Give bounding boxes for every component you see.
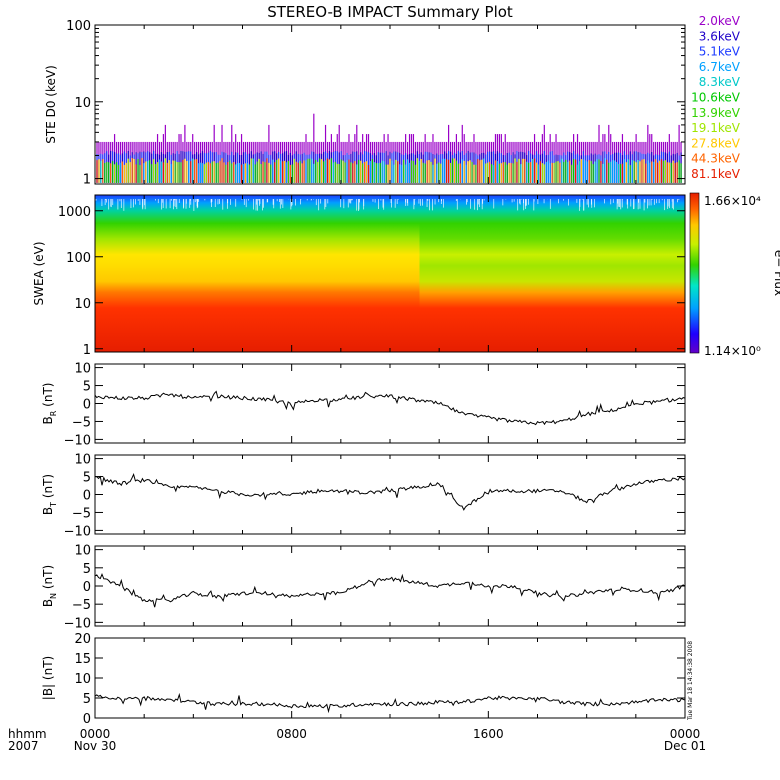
y-tick-label: 10 bbox=[74, 544, 91, 559]
legend-entry: 13.9keV bbox=[691, 106, 741, 120]
panel-frame bbox=[94, 637, 686, 719]
spectrogram-block bbox=[95, 195, 420, 352]
y-tick-label: 0 bbox=[83, 489, 91, 504]
y-tick-label: 5 bbox=[83, 562, 91, 577]
y-tick-label: 0 bbox=[83, 398, 91, 413]
time-tick-label: 1600 bbox=[473, 727, 504, 741]
colorbar-label: e− Flux bbox=[772, 250, 780, 296]
data-trace bbox=[94, 692, 686, 714]
data-trace bbox=[94, 473, 686, 511]
colorbar-gradient bbox=[689, 192, 700, 354]
legend-entry: 81.1keV bbox=[691, 167, 741, 181]
ste-panel: 1 10 100 STE D0 (keV) bbox=[44, 19, 686, 188]
panel-frame bbox=[94, 545, 686, 627]
y-tick-label: 10 bbox=[74, 453, 91, 468]
time-axis-left-label: hhmm bbox=[8, 727, 47, 741]
legend-entry: 27.8keV bbox=[691, 136, 741, 150]
chart-title: STEREO-B IMPACT Summary Plot bbox=[267, 3, 513, 21]
y-tick-label: 100 bbox=[66, 251, 91, 266]
data-trace bbox=[94, 572, 686, 608]
y-tick-label: 5 bbox=[83, 471, 91, 486]
y-tick-label: 5 bbox=[83, 380, 91, 395]
time-date-label: Nov 30 bbox=[74, 739, 117, 753]
br-panel: 10 5 0 −5 −10 BR (nT) bbox=[41, 362, 686, 448]
bn-panel: 10 5 0 −5 −10 BN (nT) bbox=[41, 544, 686, 631]
legend-entry: 44.3keV bbox=[691, 152, 741, 166]
y-tick-label: 10 bbox=[74, 297, 91, 312]
time-date-label: Dec 01 bbox=[664, 739, 706, 753]
y-tick-label: 0 bbox=[83, 580, 91, 595]
y-tick-label: 10 bbox=[74, 362, 91, 377]
time-tick-label: 0800 bbox=[276, 727, 307, 741]
y-tick-label: 10 bbox=[74, 672, 91, 687]
y-axis-label: STE D0 (keV) bbox=[44, 65, 58, 144]
legend-entry: 3.6keV bbox=[699, 29, 741, 43]
y-axis-label: BR (nT) bbox=[41, 383, 58, 425]
legend-entry: 6.7keV bbox=[699, 60, 741, 74]
y-tick-label: 0 bbox=[83, 712, 91, 727]
bt-panel: 10 5 0 −5 −10 BT (nT) bbox=[41, 453, 686, 539]
y-tick-label: 1 bbox=[83, 173, 91, 188]
data-trace bbox=[94, 390, 686, 426]
y-tick-label: −10 bbox=[64, 616, 91, 631]
y-axis-label: |B| (nT) bbox=[41, 656, 55, 700]
y-tick-label: −5 bbox=[72, 598, 91, 613]
y-axis-label: BN (nT) bbox=[41, 565, 58, 607]
y-axis-label: SWEA (eV) bbox=[32, 241, 46, 305]
time-axis-year-label: 2007 bbox=[8, 739, 39, 753]
y-tick-label: 100 bbox=[66, 19, 91, 34]
panel-frame bbox=[94, 363, 686, 444]
y-tick-label: 20 bbox=[74, 632, 91, 647]
legend-entry: 5.1keV bbox=[699, 45, 741, 59]
panel-frame bbox=[94, 454, 686, 535]
time-tick-label: 0000 bbox=[670, 727, 701, 741]
bmag-panel: 20 15 10 5 0 |B| (nT) bbox=[41, 632, 686, 727]
legend-entry: 8.3keV bbox=[699, 75, 741, 89]
y-tick-label: 5 bbox=[83, 692, 91, 707]
print-timestamp: Tue Mar 18 14:34:38 2008 bbox=[687, 641, 694, 721]
y-tick-label: 15 bbox=[74, 652, 91, 667]
colorbar-max-label: 1.66×10⁴ bbox=[704, 194, 761, 208]
legend-entry: 10.6keV bbox=[691, 91, 741, 105]
spectrogram-block bbox=[419, 195, 685, 352]
swea-panel: 1 10 100 1000 SWEA (eV) bbox=[32, 194, 686, 358]
y-tick-label: 1000 bbox=[58, 205, 91, 220]
y-tick-label: 1 bbox=[83, 343, 91, 358]
colorbar-min-label: 1.14×10⁰ bbox=[704, 344, 761, 358]
y-tick-label: −10 bbox=[64, 524, 91, 539]
y-tick-label: −10 bbox=[64, 433, 91, 448]
time-tick-label: 0000 bbox=[80, 727, 111, 741]
legend-entry: 2.0keV bbox=[699, 14, 741, 28]
y-axis-label: BT (nT) bbox=[41, 474, 58, 515]
y-tick-label: 10 bbox=[74, 96, 91, 111]
y-tick-label: −5 bbox=[72, 415, 91, 430]
y-tick-label: −5 bbox=[72, 506, 91, 521]
colorbar: 1.66×10⁴ 1.14×10⁰ e− Flux bbox=[689, 192, 780, 358]
legend-entry: 19.1keV bbox=[691, 121, 741, 135]
